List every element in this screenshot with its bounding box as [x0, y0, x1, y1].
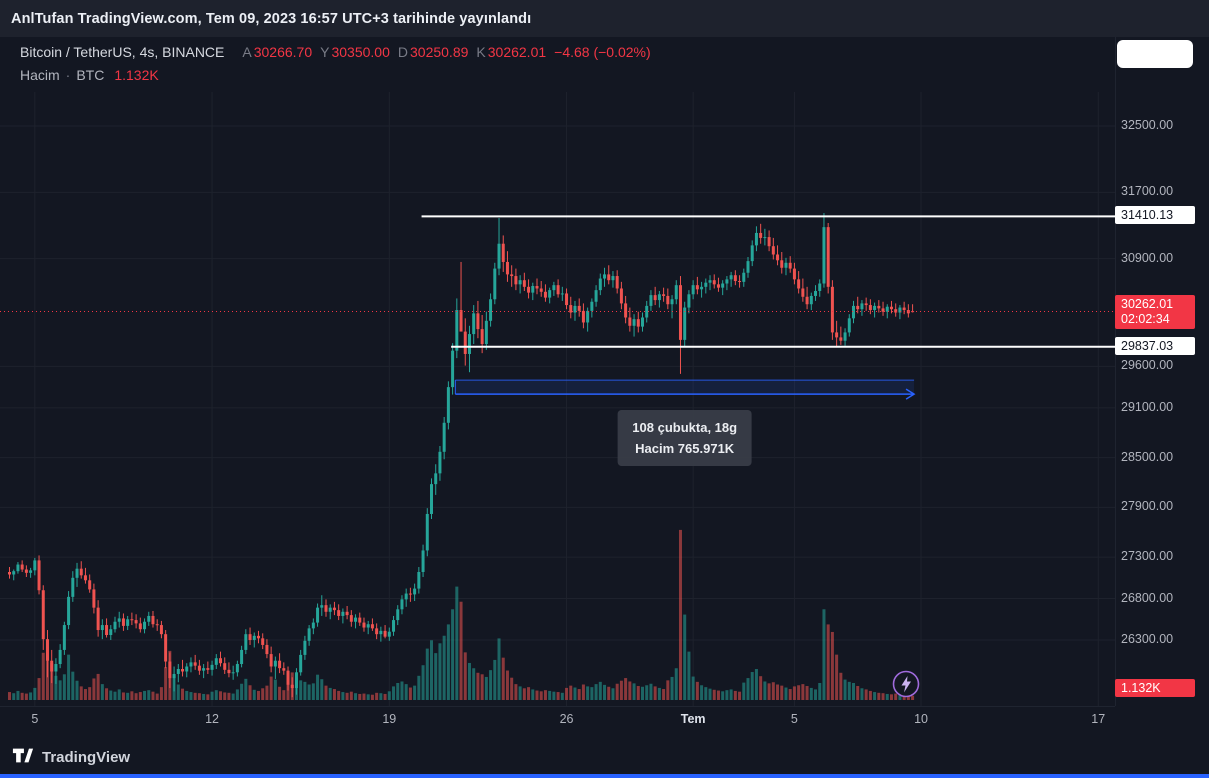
- price-tick-label: 27900.00: [1121, 499, 1174, 514]
- price-tick-label: 30900.00: [1121, 250, 1174, 265]
- volume-currency: BTC: [76, 67, 105, 83]
- low-value: 30250.89: [410, 44, 469, 60]
- snapshot-logo-button[interactable]: [1117, 40, 1193, 68]
- measure-volume-text: Hacim 765.971K: [635, 441, 735, 457]
- time-tick-label: 10: [914, 712, 928, 726]
- measure-tool[interactable]: [454, 379, 916, 400]
- tradingview-logo-icon: [12, 748, 34, 762]
- price-tick-label: 29600.00: [1121, 358, 1174, 373]
- legend-symbol-row: Bitcoin / TetherUS, 4s, BINANCE A 30266.…: [20, 44, 651, 60]
- current-price-label: 30262.01 02:02:34: [1115, 294, 1195, 329]
- time-tick-label: 17: [1091, 712, 1106, 726]
- price-tick-label: 28500.00: [1121, 449, 1174, 464]
- time-scale-divider: [0, 706, 1115, 707]
- volume-separator: ·: [65, 67, 71, 83]
- bar-countdown: 02:02:34: [1121, 311, 1170, 326]
- time-tick-label: 26: [559, 712, 574, 726]
- publish-info-text: AnlTufan TradingView.com, Tem 09, 2023 1…: [11, 10, 532, 27]
- time-tick-label: 5: [31, 712, 39, 726]
- high-label: Y: [320, 44, 330, 60]
- close-value: 30262.01: [487, 44, 547, 60]
- high-value: 30350.00: [331, 44, 390, 60]
- measure-tooltip: 108 çubukta, 18g Hacim 765.971K: [617, 410, 753, 467]
- measure-bars-text: 108 çubukta, 18g: [632, 420, 738, 436]
- line-price-label: 29837.03: [1115, 336, 1195, 355]
- volume-value: 1.132K: [114, 67, 159, 83]
- low-label: D: [397, 44, 408, 60]
- current-price-value: 30262.01: [1121, 296, 1174, 311]
- symbol-title[interactable]: Bitcoin / TetherUS, 4s, BINANCE: [20, 44, 225, 60]
- price-tick-label: 26800.00: [1121, 590, 1174, 605]
- lightning-icon: [892, 670, 920, 698]
- open-value: 30266.70: [253, 44, 313, 60]
- publish-banner: AnlTufan TradingView.com, Tem 09, 2023 1…: [0, 0, 1209, 37]
- price-tick-label: 31700.00: [1121, 184, 1174, 199]
- close-label: K: [476, 44, 486, 60]
- last-volume-label: 1.132K: [1115, 679, 1195, 697]
- price-tick-label: 32500.00: [1121, 118, 1174, 132]
- open-label: A: [242, 44, 252, 60]
- tradingview-wordmark[interactable]: TradingView: [42, 748, 131, 766]
- price-tick-label: 26300.00: [1121, 631, 1174, 646]
- lightning-button[interactable]: [891, 669, 921, 699]
- time-tick-label: Tem: [680, 712, 706, 726]
- grid: [0, 92, 1115, 706]
- price-scale[interactable]: 30262.01 02:02:34 1.132K 32500.00 31700.0…: [1115, 0, 1209, 778]
- chart-legend: Bitcoin / TetherUS, 4s, BINANCE A 30266.…: [20, 44, 651, 83]
- time-tick-label: 5: [790, 712, 798, 726]
- price-scale-divider: [1115, 37, 1116, 706]
- line-price-label: 31410.13: [1115, 206, 1195, 225]
- volume-indicator-title[interactable]: Hacim: [20, 67, 60, 83]
- embed-accent-bar: [0, 774, 1209, 778]
- footer-bar: TradingView: [0, 740, 1209, 774]
- time-scale[interactable]: 5 12 19 26 Tem 5 10 17: [0, 708, 1115, 734]
- time-tick-label: 19: [382, 712, 397, 726]
- legend-volume-row: Hacim · BTC 1.132K: [20, 67, 651, 83]
- volume-bars: [8, 529, 915, 700]
- candlesticks: [8, 213, 915, 698]
- price-tick-label: 29100.00: [1121, 399, 1174, 414]
- time-tick-label: 12: [205, 712, 219, 726]
- price-tick-label: 27300.00: [1121, 549, 1174, 564]
- tradingview-logo[interactable]: [12, 745, 34, 770]
- change-value: −4.68 (−0.02%): [554, 44, 651, 60]
